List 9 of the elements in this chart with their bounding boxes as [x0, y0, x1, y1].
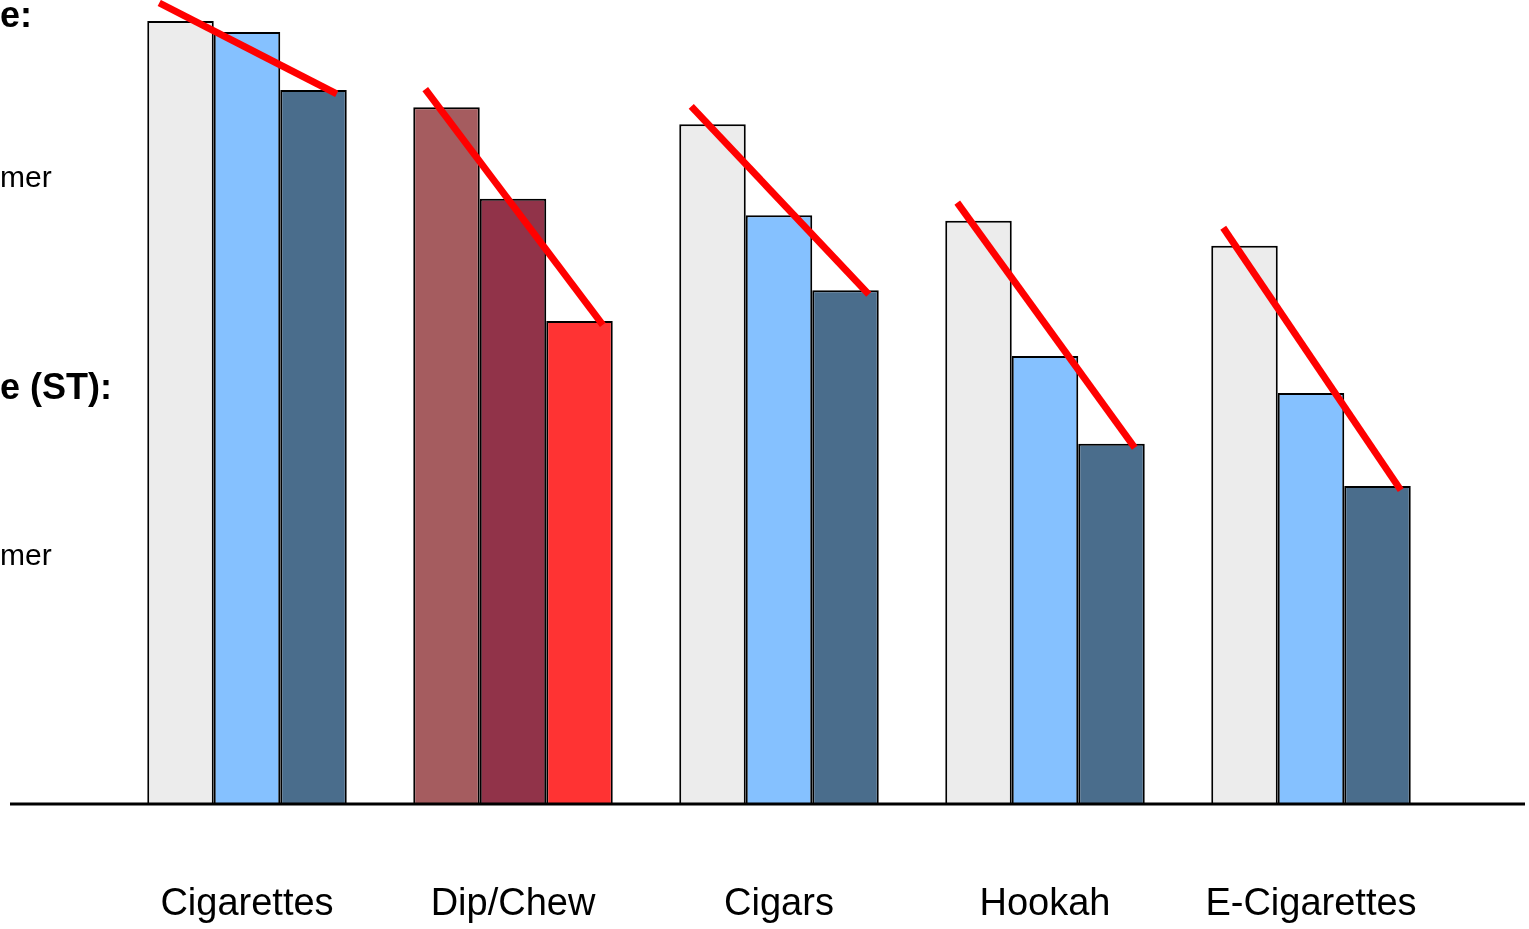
x-tick-label: Cigarettes	[160, 881, 334, 924]
x-tick-label: Cigars	[724, 881, 834, 924]
annotation: mer	[0, 160, 52, 194]
annotation: e:	[0, 0, 33, 36]
x-tick-label: Dip/Chew	[430, 881, 596, 924]
annotation: e (ST):	[0, 366, 112, 408]
annotation: mer	[0, 538, 52, 572]
x-tick-label: E-Cigarettes	[1205, 881, 1417, 924]
x-tick-label: Hookah	[979, 881, 1111, 924]
